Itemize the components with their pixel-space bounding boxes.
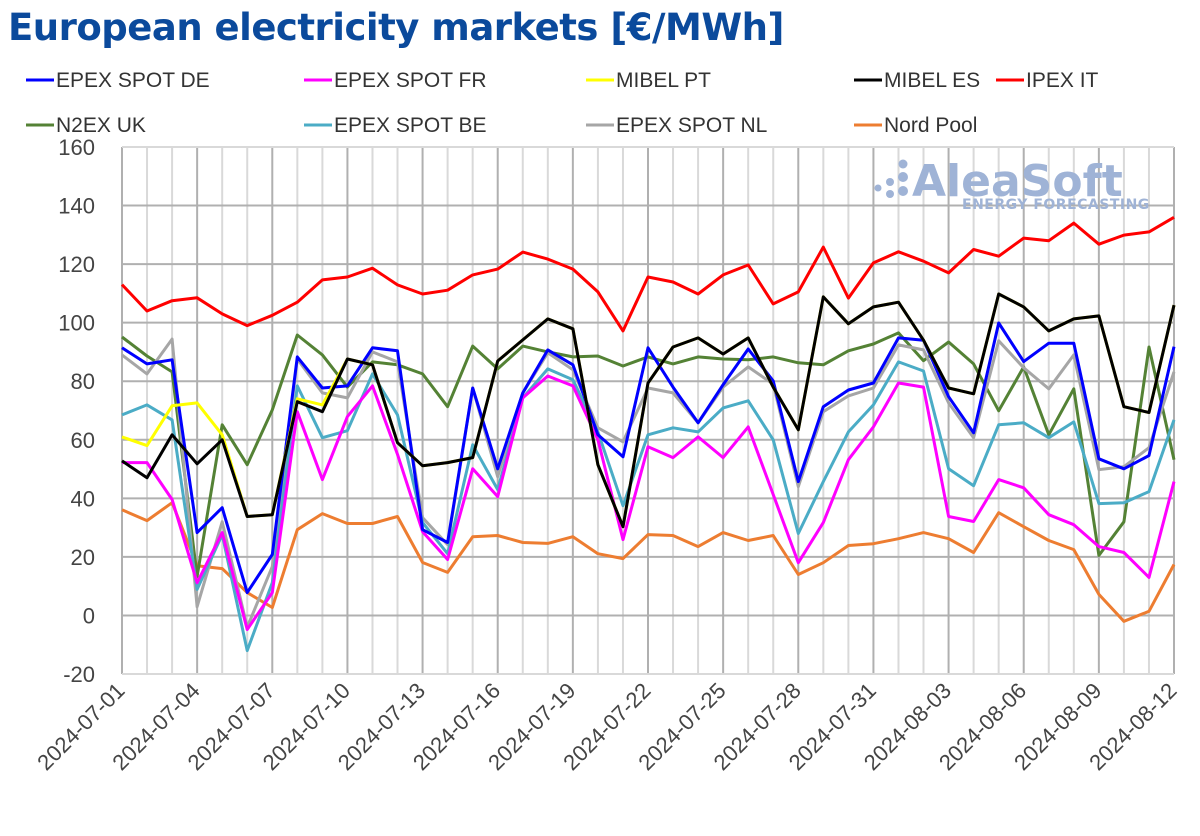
logo-text: AleaSoft [912, 156, 1123, 207]
series-line-n2ex-uk [121, 331, 1176, 578]
series-line-epex-spot-fr [122, 374, 1176, 631]
y-tick-label: 20 [71, 545, 95, 570]
legend-label: Nord Pool [884, 114, 977, 137]
legend-label: EPEX SPOT BE [334, 114, 487, 137]
grid [121, 146, 1175, 675]
series-lines [120, 216, 1176, 653]
y-tick-label: 100 [58, 311, 95, 336]
y-tick-label: -20 [63, 662, 95, 687]
y-tick-label: 160 [58, 135, 95, 160]
y-tick-label: 60 [71, 428, 95, 453]
legend-label: MIBEL ES [884, 69, 980, 92]
legend-label: IPEX IT [1026, 69, 1099, 92]
watermark-logo: AleaSoft ENERGY FORECASTING [874, 156, 1150, 213]
legend-item-nord-pool[interactable]: Nord Pool [854, 114, 977, 137]
y-axis: -20 0 20 40 60 80 100 120 140 160 [58, 135, 95, 687]
series-line-ipex-it [120, 216, 1175, 333]
series-line-epex-spot-de [121, 321, 1176, 595]
logo-dots-icon [874, 159, 908, 198]
x-axis: 2024-07-012024-07-042024-07-072024-07-10… [32, 678, 1181, 775]
series-line-mibel-es [121, 292, 1176, 529]
series-line-epex-spot-be [121, 360, 1176, 653]
series-line-nord-pool [121, 501, 1176, 623]
chart-title: European electricity markets [€/MWh] [8, 6, 784, 49]
y-tick-label: 40 [71, 486, 95, 511]
y-tick-label: 140 [58, 194, 95, 219]
legend-item-epex-spot-de[interactable]: EPEX SPOT DE [26, 69, 210, 92]
legend-item-epex-spot-fr[interactable]: EPEX SPOT FR [304, 69, 487, 92]
legend: EPEX SPOT DE EPEX SPOT FR MIBEL PT MIBEL ES… [26, 69, 1099, 137]
legend-item-n2ex-uk[interactable]: N2EX UK [26, 114, 146, 137]
legend-item-epex-spot-be[interactable]: EPEX SPOT BE [304, 114, 487, 137]
legend-label: EPEX SPOT DE [56, 69, 210, 92]
y-tick-label: 80 [71, 369, 95, 394]
legend-item-mibel-es[interactable]: MIBEL ES [854, 69, 980, 92]
legend-item-ipex-it[interactable]: IPEX IT [996, 69, 1099, 92]
legend-label: N2EX UK [56, 114, 146, 137]
y-tick-label: 0 [83, 603, 95, 628]
logo-subtext: ENERGY FORECASTING [962, 197, 1150, 213]
legend-item-mibel-pt[interactable]: MIBEL PT [586, 69, 711, 92]
legend-label: MIBEL PT [616, 69, 711, 92]
legend-item-epex-spot-nl[interactable]: EPEX SPOT NL [586, 114, 767, 137]
legend-label: EPEX SPOT NL [616, 114, 767, 137]
legend-label: EPEX SPOT FR [334, 69, 487, 92]
y-tick-label: 120 [58, 252, 95, 277]
